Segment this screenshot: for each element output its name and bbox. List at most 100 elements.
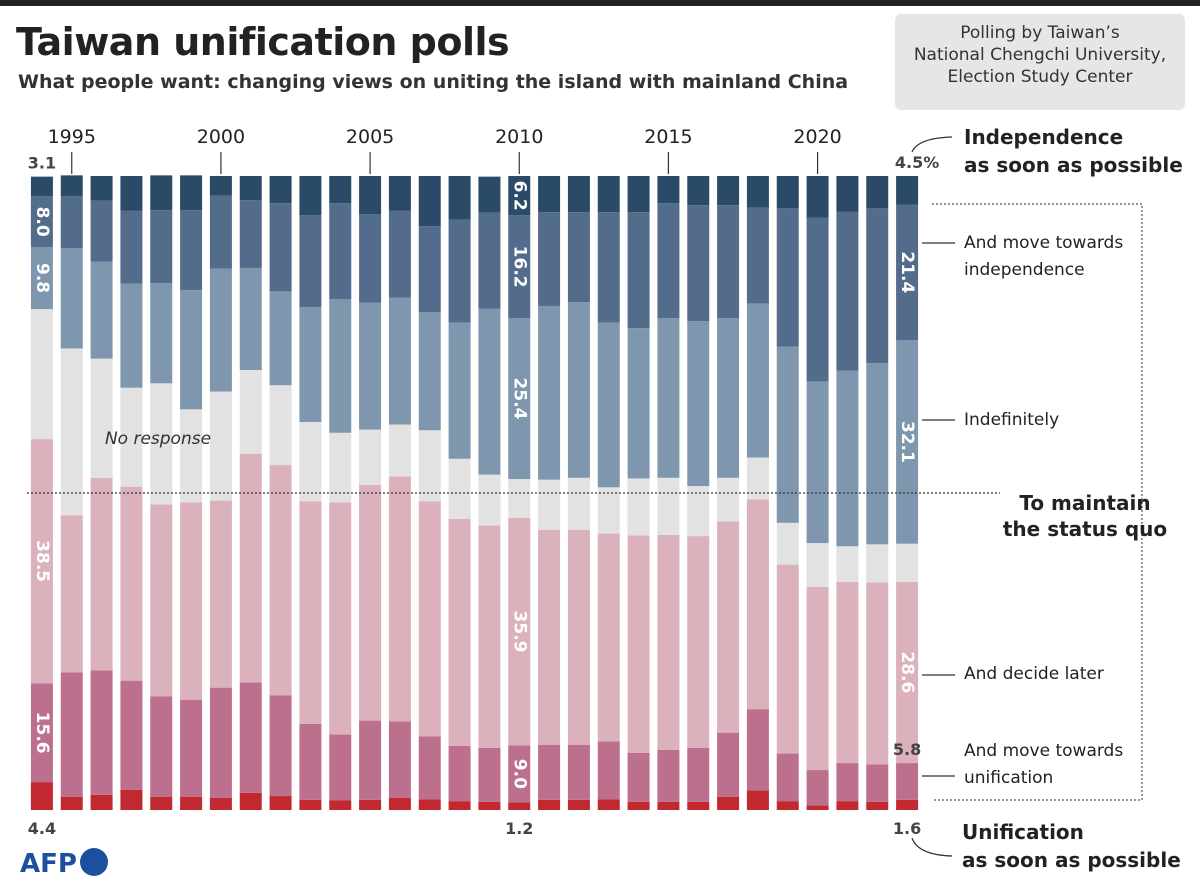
bar-segment [269, 176, 292, 204]
value-label: 35.9 [509, 611, 529, 653]
x-tick-label: 2015 [644, 126, 692, 148]
bar-segment [478, 176, 501, 213]
bar-segment [597, 487, 620, 534]
bar-segment [120, 680, 143, 790]
bar-segment [776, 801, 799, 810]
bar-segment [329, 800, 352, 810]
value-label: 4.5% [895, 153, 939, 172]
value-label: 1.2 [505, 819, 533, 838]
value-label: 9.8 [32, 263, 52, 293]
bar-segment [120, 486, 143, 681]
bar-segment [776, 753, 799, 802]
top-border [0, 0, 1200, 6]
bar-segment [329, 203, 352, 299]
bar-segment [508, 176, 531, 216]
bar-segment [896, 581, 919, 764]
bar-segment [418, 312, 441, 431]
value-label: 15.6 [32, 712, 52, 754]
bar-segment [597, 322, 620, 488]
bar-segment [150, 796, 173, 810]
bar-segment [269, 695, 292, 797]
bar-segment [478, 474, 501, 526]
bar-segment [90, 200, 113, 262]
bar-segment [329, 502, 352, 735]
bar-segment [448, 458, 471, 519]
bar-segment [150, 175, 173, 211]
bar-segment [448, 322, 471, 459]
bar-segment [60, 248, 83, 349]
bar-segment [687, 801, 710, 810]
bar-segment [180, 175, 203, 211]
bar-segment [269, 203, 292, 292]
bar-segment [388, 210, 411, 298]
bar-segment [896, 799, 919, 810]
bar-segment [567, 744, 590, 800]
bar-segment [30, 782, 53, 810]
x-tick-label: 2000 [197, 126, 245, 148]
bar-segment [120, 789, 143, 810]
bar-segment [627, 176, 650, 213]
bar-segment [538, 744, 561, 800]
bar-segment [717, 477, 740, 522]
chart-subtitle: What people want: changing views on unit… [18, 71, 849, 93]
bar-segment [180, 290, 203, 410]
bar-segment [538, 799, 561, 810]
bar-segment [836, 546, 859, 582]
bar-segment [30, 196, 53, 248]
value-label: 32.1 [897, 421, 917, 463]
bar-segment [717, 318, 740, 478]
bar-segment [90, 477, 113, 671]
bar-segment [896, 763, 919, 800]
bar-segment [239, 200, 262, 268]
bar-segment [359, 214, 382, 303]
bar-segment [60, 348, 83, 516]
bar-segment [746, 207, 769, 304]
bar-segment [806, 217, 829, 382]
bar-segment [836, 211, 859, 371]
bar-segment [180, 796, 203, 810]
bar-segment [776, 208, 799, 347]
bar-segment [60, 175, 83, 197]
bar-segment [567, 302, 590, 478]
bar-segment [448, 176, 471, 220]
bar-segment [60, 196, 83, 249]
bar-segment [717, 732, 740, 797]
bar-segment [806, 543, 829, 587]
bar-segment [657, 318, 680, 478]
bar-segment [359, 429, 382, 485]
bar-segment [478, 525, 501, 748]
bar-segment [180, 409, 203, 503]
group-label: To maintain the status quo [1002, 491, 1168, 541]
value-label: 4.4 [28, 819, 56, 838]
bar-segment [418, 501, 441, 737]
bar-segment [209, 195, 232, 269]
legend-arrow [911, 136, 953, 153]
bar-segment [627, 752, 650, 802]
bar-segment [388, 721, 411, 798]
bar-segment [150, 696, 173, 797]
bar-segment [597, 176, 620, 213]
bar-segment [866, 764, 889, 802]
value-label: 25.4 [509, 378, 529, 420]
bar-segment [418, 176, 441, 227]
value-label: 1.6 [893, 819, 921, 838]
bar-segment [180, 699, 203, 797]
bar-segment [299, 307, 322, 422]
bar-segment [478, 801, 501, 810]
bar-segment [776, 564, 799, 754]
bar-segment [597, 212, 620, 323]
bar-segment [239, 267, 262, 371]
bar-segment [657, 477, 680, 535]
bar-segment [329, 298, 352, 433]
bar-segment [359, 720, 382, 800]
bar-segment [896, 204, 919, 341]
bar-segment [388, 424, 411, 477]
bar-segment [836, 581, 859, 764]
value-label: 38.5 [32, 540, 52, 582]
bar-segment [866, 208, 889, 364]
bar-segment [687, 176, 710, 206]
bar-segment [299, 501, 322, 724]
bar-segment [239, 682, 262, 793]
bar-segment [538, 479, 561, 530]
